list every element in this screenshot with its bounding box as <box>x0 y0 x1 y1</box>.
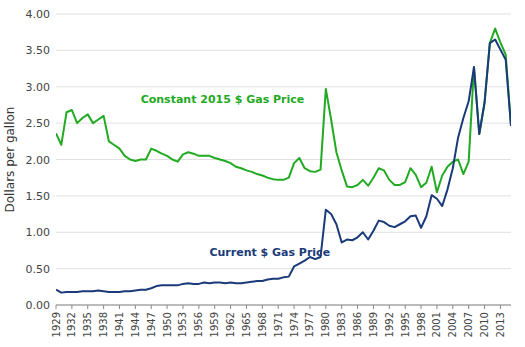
y-tick-label: 4.00 <box>26 8 51 21</box>
x-tick <box>167 305 168 309</box>
x-tick <box>436 305 437 309</box>
x-tick <box>182 305 183 309</box>
annotation: Current $ Gas Price <box>209 246 330 259</box>
grid-line <box>56 123 511 124</box>
x-tick <box>373 305 374 309</box>
grid-line <box>56 305 511 306</box>
x-tick-label: 1959 <box>209 312 220 337</box>
y-tick-label: 0.50 <box>26 263 51 276</box>
x-tick <box>56 305 57 309</box>
plot-area <box>56 29 511 293</box>
grid-line <box>56 86 511 87</box>
x-tick-label: 1953 <box>177 312 188 337</box>
y-tick-label: 1.50 <box>26 190 51 203</box>
x-tick-label: 2007 <box>463 312 474 337</box>
x-tick <box>71 305 72 309</box>
annotations: Constant 2015 $ Gas Price Current $ Gas P… <box>141 93 330 259</box>
x-tick <box>151 305 152 309</box>
line <box>56 29 511 193</box>
x-tick-label: 1977 <box>304 312 315 337</box>
x-tick-label: 2010 <box>479 312 490 337</box>
x-tick <box>135 305 136 309</box>
x-tick-label: 2013 <box>495 312 506 337</box>
x-tick-label: 1980 <box>320 312 331 337</box>
x-tick-label: 1995 <box>400 312 411 337</box>
y-tick-label: 0.00 <box>26 299 51 312</box>
y-tick-label: 2.00 <box>26 154 51 167</box>
x-tick <box>103 305 104 309</box>
x-tick-label: 2004 <box>447 312 458 337</box>
x-tick <box>452 305 453 309</box>
x-tick-label: 1962 <box>225 312 236 337</box>
grid-line <box>56 232 511 233</box>
x-axis: 1929 1932 1935 1938 1941 1944 1947 1950 1953 1956… <box>51 305 512 337</box>
x-tick <box>246 305 247 309</box>
x-tick-label: 1950 <box>162 312 173 337</box>
x-tick-label: 1935 <box>82 312 93 337</box>
x-tick-label: 1992 <box>384 312 395 337</box>
x-tick-label: 1965 <box>241 312 252 337</box>
x-tick-label: 1956 <box>193 312 204 337</box>
x-tick <box>484 305 485 309</box>
x-tick <box>294 305 295 309</box>
x-tick-label: 1986 <box>352 312 363 337</box>
x-tick-label: 1983 <box>336 312 347 337</box>
x-tick <box>309 305 310 309</box>
x-tick-label: 1947 <box>146 312 157 337</box>
x-tick <box>87 305 88 309</box>
x-tick-label: 1938 <box>98 312 109 337</box>
x-tick <box>421 305 422 309</box>
x-tick <box>468 305 469 309</box>
x-tick-label: 1974 <box>289 312 300 337</box>
x-tick-label: 1971 <box>273 312 284 337</box>
y-tick-label: 1.00 <box>26 226 51 239</box>
x-tick-label: 1944 <box>130 312 141 337</box>
x-tick <box>198 305 199 309</box>
x-tick <box>278 305 279 309</box>
x-tick-label: 1932 <box>66 312 77 337</box>
x-tick-label: 1929 <box>51 312 62 337</box>
x-tick <box>230 305 231 309</box>
y-tick-label: 3.50 <box>26 44 51 57</box>
x-tick <box>389 305 390 309</box>
annotation: Constant 2015 $ Gas Price <box>141 93 305 106</box>
x-tick <box>500 305 501 309</box>
x-tick-label: 1989 <box>368 312 379 337</box>
x-axis-line <box>56 305 511 306</box>
grid-line <box>56 159 511 160</box>
x-tick-label: 2001 <box>431 312 442 337</box>
y-tick-label: 3.00 <box>26 81 51 94</box>
y-axis-label: Dollars per gallon <box>3 107 17 213</box>
x-tick <box>341 305 342 309</box>
x-tick <box>262 305 263 309</box>
line <box>56 39 511 292</box>
x-tick <box>325 305 326 309</box>
x-tick <box>357 305 358 309</box>
x-tick <box>119 305 120 309</box>
x-tick-label: 1998 <box>416 312 427 337</box>
x-tick <box>405 305 406 309</box>
grid-line <box>56 268 511 269</box>
x-tick-label: 1968 <box>257 312 268 337</box>
x-tick-label: 1941 <box>114 312 125 337</box>
grid-line <box>56 195 511 196</box>
grid-line <box>56 14 511 15</box>
y-tick-label: 2.50 <box>26 117 51 130</box>
y-axis: 0.00 0.50 1.00 1.50 2.00 2.50 3.00 3.50 4.00 <box>26 8 512 312</box>
x-tick <box>214 305 215 309</box>
chart: 0.00 0.50 1.00 1.50 2.00 2.50 3.00 3.50 4.00 1929… <box>0 0 525 347</box>
grid-line <box>56 50 511 51</box>
